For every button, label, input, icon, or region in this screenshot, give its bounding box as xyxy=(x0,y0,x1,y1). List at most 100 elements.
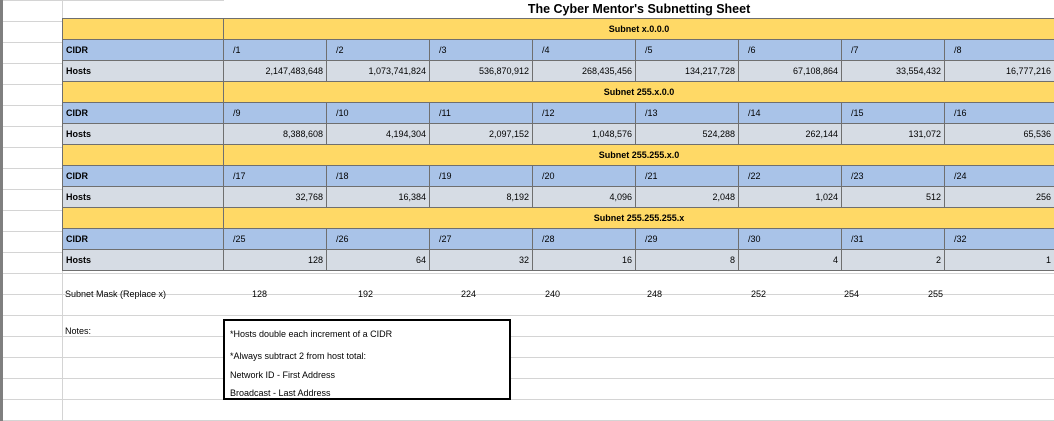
notes-label[interactable]: Notes: xyxy=(65,326,92,336)
mask-value[interactable]: 252 xyxy=(751,289,767,299)
hosts-cell[interactable]: 4,194,304 xyxy=(326,123,430,145)
hosts-cell[interactable]: 134,217,728 xyxy=(635,60,739,82)
cidr-cell[interactable]: /9 xyxy=(223,102,327,124)
cidr-cell[interactable]: /11 xyxy=(429,102,533,124)
cidr-row-label[interactable]: CIDR xyxy=(62,165,224,187)
hosts-cell[interactable]: 256 xyxy=(943,186,1054,208)
cidr-cell[interactable]: /7 xyxy=(841,39,945,61)
hosts-cell[interactable]: 16 xyxy=(532,249,636,271)
cidr-cell[interactable]: /31 xyxy=(841,228,945,250)
hosts-cell[interactable]: 1,024 xyxy=(738,186,842,208)
hosts-cell[interactable]: 131,072 xyxy=(841,123,945,145)
subnet-label[interactable]: Subnet 255.255.x.0 xyxy=(222,144,1054,166)
cidr-cell[interactable]: /10 xyxy=(326,102,430,124)
subnet-band-row: Subnet 255.x.0.0 xyxy=(62,81,1054,103)
hosts-cell[interactable]: 524,288 xyxy=(635,123,739,145)
subnet-band-blank[interactable] xyxy=(62,81,224,103)
subnet-mask-label[interactable]: Subnet Mask (Replace x) xyxy=(65,289,167,299)
cidr-cell[interactable]: /28 xyxy=(532,228,636,250)
hosts-cell[interactable]: 536,870,912 xyxy=(429,60,533,82)
cidr-cell[interactable]: /23 xyxy=(841,165,945,187)
mask-value[interactable]: 128 xyxy=(252,289,268,299)
cidr-cell[interactable]: /8 xyxy=(943,39,1054,61)
notes-box[interactable]: *Hosts double each increment of a CIDR *… xyxy=(223,319,511,400)
hosts-cell[interactable]: 33,554,432 xyxy=(841,60,945,82)
hosts-cell[interactable]: 128 xyxy=(223,249,327,271)
hosts-cell[interactable]: 8 xyxy=(635,249,739,271)
hosts-row-label[interactable]: Hosts xyxy=(62,249,224,271)
subnet-label[interactable]: Subnet 255.x.0.0 xyxy=(222,81,1054,103)
subnet-band-blank[interactable] xyxy=(62,207,224,229)
subnet-label[interactable]: Subnet x.0.0.0 xyxy=(222,18,1054,40)
cidr-row: CIDR/1/2/3/4/5/6/7/8 xyxy=(62,39,1054,61)
subnet-band-blank[interactable] xyxy=(62,18,224,40)
hosts-cell[interactable]: 16,384 xyxy=(326,186,430,208)
cidr-cell[interactable]: /27 xyxy=(429,228,533,250)
cidr-cell[interactable]: /30 xyxy=(738,228,842,250)
mask-value[interactable]: 254 xyxy=(844,289,860,299)
hosts-cell[interactable]: 1,073,741,824 xyxy=(326,60,430,82)
cidr-cell[interactable]: /2 xyxy=(326,39,430,61)
subnet-label[interactable]: Subnet 255.255.255.x xyxy=(222,207,1054,229)
cidr-cell[interactable]: /22 xyxy=(738,165,842,187)
mask-value[interactable]: 224 xyxy=(461,289,477,299)
mask-value[interactable]: 192 xyxy=(358,289,374,299)
hosts-cell[interactable]: 65,536 xyxy=(943,123,1054,145)
cidr-cell[interactable]: /24 xyxy=(943,165,1054,187)
notes-line: Network ID - First Address xyxy=(230,370,336,380)
cidr-cell[interactable]: /32 xyxy=(943,228,1054,250)
hosts-cell[interactable]: 2,048 xyxy=(635,186,739,208)
cidr-cell[interactable]: /3 xyxy=(429,39,533,61)
cidr-cell[interactable]: /20 xyxy=(532,165,636,187)
cidr-cell[interactable]: /18 xyxy=(326,165,430,187)
hosts-cell[interactable]: 1,048,576 xyxy=(532,123,636,145)
subnet-mask-row: Subnet Mask (Replace x) 128 192 224 240 … xyxy=(62,287,1054,301)
cidr-cell[interactable]: /14 xyxy=(738,102,842,124)
cidr-cell[interactable]: /13 xyxy=(635,102,739,124)
cidr-cell[interactable]: /12 xyxy=(532,102,636,124)
hosts-cell[interactable]: 67,108,864 xyxy=(738,60,842,82)
hosts-cell[interactable]: 1 xyxy=(943,249,1054,271)
cidr-cell[interactable]: /5 xyxy=(635,39,739,61)
subnetting-table: The Cyber Mentor's Subnetting Sheet Subn… xyxy=(62,0,1054,271)
cidr-row-label[interactable]: CIDR xyxy=(62,39,224,61)
hosts-cell[interactable]: 16,777,216 xyxy=(943,60,1054,82)
hosts-row-label[interactable]: Hosts xyxy=(62,123,224,145)
hosts-cell[interactable]: 64 xyxy=(326,249,430,271)
hosts-cell[interactable]: 512 xyxy=(841,186,945,208)
title-row-blank xyxy=(63,0,224,19)
hosts-cell[interactable]: 8,192 xyxy=(429,186,533,208)
hosts-cell[interactable]: 2,147,483,648 xyxy=(223,60,327,82)
hosts-cell[interactable]: 4 xyxy=(738,249,842,271)
page-title[interactable]: The Cyber Mentor's Subnetting Sheet xyxy=(223,0,1054,19)
cidr-cell[interactable]: /21 xyxy=(635,165,739,187)
cidr-row-label[interactable]: CIDR xyxy=(62,228,224,250)
mask-value[interactable]: 240 xyxy=(545,289,561,299)
hosts-cell[interactable]: 8,388,608 xyxy=(223,123,327,145)
cidr-cell[interactable]: /1 xyxy=(223,39,327,61)
hosts-cell[interactable]: 4,096 xyxy=(532,186,636,208)
hosts-row-label[interactable]: Hosts xyxy=(62,60,224,82)
cidr-cell[interactable]: /19 xyxy=(429,165,533,187)
subnet-band-blank[interactable] xyxy=(62,144,224,166)
hosts-cell[interactable]: 268,435,456 xyxy=(532,60,636,82)
cidr-cell[interactable]: /29 xyxy=(635,228,739,250)
cidr-cell[interactable]: /17 xyxy=(223,165,327,187)
mask-value[interactable]: 255 xyxy=(928,289,944,299)
cidr-cell[interactable]: /16 xyxy=(943,102,1054,124)
hosts-cell[interactable]: 32 xyxy=(429,249,533,271)
cidr-row-label[interactable]: CIDR xyxy=(62,102,224,124)
mask-value[interactable]: 248 xyxy=(647,289,663,299)
cidr-cell[interactable]: /4 xyxy=(532,39,636,61)
hosts-cell[interactable]: 2,097,152 xyxy=(429,123,533,145)
cidr-cell[interactable]: /15 xyxy=(841,102,945,124)
hosts-cell[interactable]: 262,144 xyxy=(738,123,842,145)
cidr-cell[interactable]: /26 xyxy=(326,228,430,250)
cidr-cell[interactable]: /6 xyxy=(738,39,842,61)
hosts-cell[interactable]: 32,768 xyxy=(223,186,327,208)
subnet-band-row: Subnet x.0.0.0 xyxy=(62,18,1054,40)
cidr-row: CIDR/17/18/19/20/21/22/23/24 xyxy=(62,165,1054,187)
hosts-cell[interactable]: 2 xyxy=(841,249,945,271)
hosts-row-label[interactable]: Hosts xyxy=(62,186,224,208)
cidr-cell[interactable]: /25 xyxy=(223,228,327,250)
